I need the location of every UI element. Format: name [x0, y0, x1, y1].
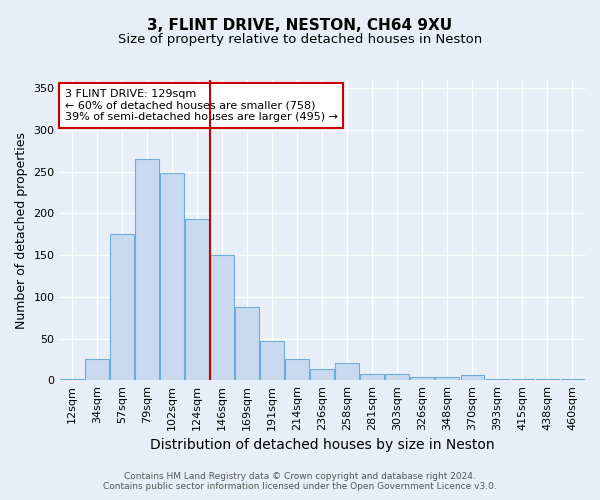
Text: Contains public sector information licensed under the Open Government Licence v3: Contains public sector information licen…	[103, 482, 497, 491]
Bar	[235, 307, 259, 380]
Bar	[135, 159, 159, 380]
Bar	[160, 174, 184, 380]
Bar	[461, 376, 484, 380]
Text: 3 FLINT DRIVE: 129sqm
← 60% of detached houses are smaller (758)
39% of semi-det: 3 FLINT DRIVE: 129sqm ← 60% of detached …	[65, 89, 338, 122]
Bar	[185, 220, 209, 380]
Bar	[286, 360, 309, 380]
Bar	[335, 363, 359, 380]
Bar	[110, 234, 134, 380]
Bar	[385, 374, 409, 380]
X-axis label: Distribution of detached houses by size in Neston: Distribution of detached houses by size …	[150, 438, 494, 452]
Bar	[511, 378, 535, 380]
Text: 3, FLINT DRIVE, NESTON, CH64 9XU: 3, FLINT DRIVE, NESTON, CH64 9XU	[148, 18, 452, 32]
Text: Contains HM Land Registry data © Crown copyright and database right 2024.: Contains HM Land Registry data © Crown c…	[124, 472, 476, 481]
Bar	[410, 377, 434, 380]
Bar	[260, 341, 284, 380]
Text: Size of property relative to detached houses in Neston: Size of property relative to detached ho…	[118, 32, 482, 46]
Y-axis label: Number of detached properties: Number of detached properties	[15, 132, 28, 328]
Bar	[560, 378, 584, 380]
Bar	[310, 368, 334, 380]
Bar	[85, 360, 109, 380]
Bar	[436, 377, 459, 380]
Bar	[361, 374, 384, 380]
Bar	[60, 378, 84, 380]
Bar	[210, 255, 234, 380]
